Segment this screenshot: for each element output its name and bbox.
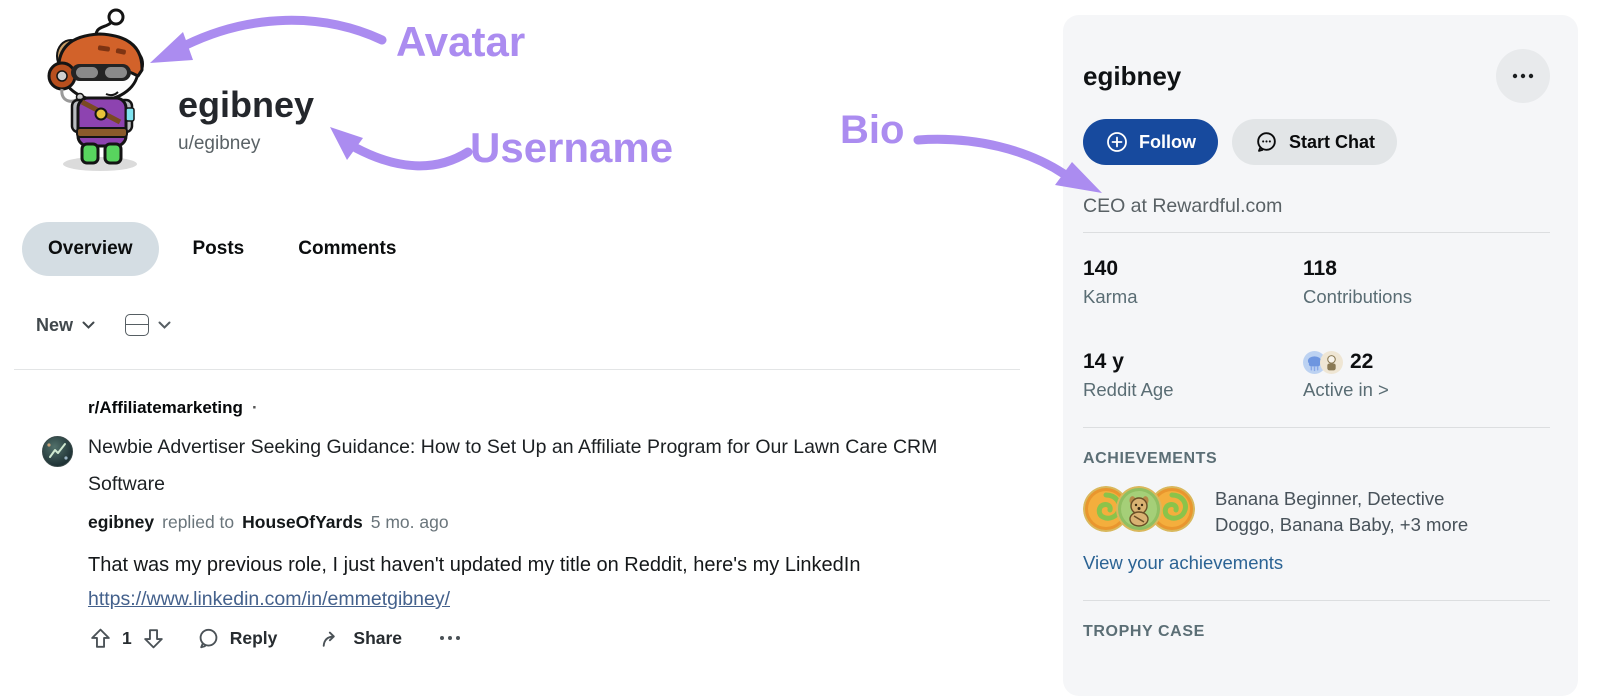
community-icon-cloud [1303,350,1326,374]
stat-karma: 140 Karma [1083,257,1138,307]
ellipsis-icon [1512,73,1534,79]
subreddit-line: r/Affiliatemarketing · [88,398,1037,418]
bio-arrow [913,134,1069,179]
byline-timestamp: 5 mo. ago [370,511,449,532]
snoo-avatar-icon [47,8,144,171]
subreddit-avatar[interactable] [42,436,73,467]
view-layout-dropdown[interactable] [125,314,171,336]
achievements-row: Banana Beginner, Detective Doggo, Banana… [1083,486,1550,538]
card-divider [1083,599,1550,601]
tab-overview[interactable]: Overview [22,222,159,276]
feed-controls: New [36,314,171,336]
username-arrowhead [330,127,363,160]
achievements-heading: ACHIEVEMENTS [1083,450,1218,467]
reply-button[interactable]: Reply [196,626,277,651]
profile-avatar[interactable] [42,8,162,172]
profile-names: egibney u/egibney [178,84,314,155]
community-icon-figure [1320,350,1343,374]
avatar-arrow [181,15,387,50]
share-icon [323,631,336,647]
card-username: egibney [1083,60,1182,91]
username-arrow [351,143,473,171]
profile-stats: 140 Karma 118 Contributions 14 y Reddit … [1083,257,1550,401]
sort-label: New [36,314,74,335]
annotation-username-label: Username [470,124,674,171]
tab-comments[interactable]: Comments [298,238,397,259]
stat-active-in: 22 Active in > [1303,350,1550,401]
post-title[interactable]: Newbie Advertiser Seeking Guidance: How … [88,436,938,496]
card-divider [1083,427,1550,428]
start-chat-button[interactable]: Start Chat [1232,119,1398,165]
trophy-case-heading: TROPHY CASE [1083,622,1205,640]
profile-bio: CEO at Rewardful.com [1083,195,1550,233]
sort-dropdown[interactable]: New [36,315,95,336]
active-community-icons [1303,350,1343,374]
byline-target-user[interactable]: HouseOfYards [242,511,363,532]
chevron-down-icon [82,321,95,329]
comment-overflow-button[interactable] [438,634,462,642]
comment-byline: egibney replied to HouseOfYards 5 mo. ag… [88,512,1037,533]
badge-banana-coin-icon [1083,486,1129,532]
vote-count: 1 [122,627,132,648]
dot-separator: · [251,398,258,417]
upvote-icon[interactable] [88,626,113,651]
annotation-bio-label: Bio [840,108,905,152]
achievement-names: Banana Beginner, Detective Doggo, Banana… [1215,488,1469,535]
stat-contributions: 118 Contributions [1303,257,1413,307]
comment-action-bar: 1 Reply Share [88,626,1037,651]
achievement-badges [1083,486,1195,532]
subreddit-name[interactable]: r/Affiliatemarketing [88,398,243,417]
chevron-down-icon [158,321,171,329]
comment-text: That was my previous role, I just haven'… [88,553,861,576]
profile-handle: u/egibney [178,133,261,154]
vote-group: 1 [88,626,166,651]
comment-link[interactable]: https://www.linkedin.com/in/emmetgibney/ [88,587,450,610]
card-view-icon [125,314,150,336]
profile-card: egibney Follow Star [1063,15,1578,696]
profile-tabs: Overview Posts Comments [22,222,416,276]
downvote-icon[interactable] [141,626,166,651]
subreddit-avatar-icon [42,436,73,467]
active-in-link[interactable]: Active in > [1303,379,1389,400]
feed-item: r/Affiliatemarketing · Newbie Advertiser… [42,398,1037,651]
annotation-avatar-label: Avatar [396,18,526,65]
card-overflow-button[interactable] [1496,49,1550,103]
chat-bubble-icon [1257,131,1276,152]
badge-detective-doggo-icon [1116,486,1162,532]
profile-card-header: egibney [1083,49,1550,103]
view-achievements-link[interactable]: View your achievements [1083,551,1284,573]
reply-bubble-icon [199,628,218,649]
feed-divider [14,369,1020,370]
byline-action: replied to [162,511,235,532]
stat-reddit-age: 14 y Reddit Age [1083,350,1174,400]
share-button[interactable]: Share [319,626,402,651]
ellipsis-icon [440,636,461,641]
byline-author[interactable]: egibney [88,511,155,532]
tab-posts[interactable]: Posts [192,238,245,259]
profile-display-name: egibney [178,84,315,125]
follow-button[interactable]: Follow [1083,119,1218,165]
card-buttons: Follow Start Chat [1083,119,1550,165]
circle-plus-icon [1107,132,1127,152]
